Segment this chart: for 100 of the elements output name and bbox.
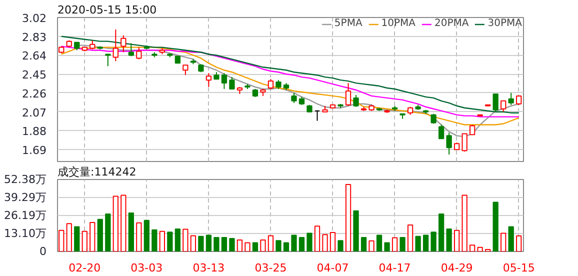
bar [120,194,126,252]
bar [283,242,290,252]
y-tick-label: 2.64 [22,50,47,63]
y-tick-label: 52.38万 [4,173,47,186]
bar [338,240,344,252]
x-tick-label: 03-25 [254,262,287,274]
bar [322,234,328,252]
x-tick-label: 05-15 [502,262,535,274]
candlestick [446,132,452,156]
y-tick-label: 39.29万 [4,190,47,204]
x-tick-label: 02-20 [68,262,101,274]
bar [174,228,181,252]
bar [214,236,220,252]
bar [260,239,266,252]
bar [446,228,452,252]
bar [97,218,103,252]
bar [360,236,367,252]
bar [229,238,235,252]
bar [298,236,305,252]
y-tick-label: 26.19万 [4,209,47,222]
bar [244,242,250,252]
y-tick-label: 2.07 [22,106,47,120]
candlestick [438,124,444,140]
bar [516,235,522,252]
bar [236,239,243,252]
bar [182,228,188,252]
bar [198,236,204,252]
y-tick-label: 2.45 [22,68,47,82]
bar [454,230,460,252]
bar [58,230,64,252]
candlestick [120,34,126,53]
bar [190,235,196,252]
line-series [60,36,520,114]
y-tick-label: 13.10万 [4,226,47,240]
y-tick-label: 1.88 [22,125,47,138]
bar [368,240,374,252]
bar [400,236,406,252]
legend-label: 10PMA [381,18,416,29]
bar [206,234,212,252]
x-tick-label: 03-13 [192,262,225,274]
bar [268,235,274,252]
bar [159,230,165,252]
candlestick [430,113,436,124]
candlestick [462,133,468,152]
legend-label: 30PMA [488,18,522,29]
bar [252,242,258,252]
bar [508,226,514,252]
bar [462,194,468,252]
candlestick [508,92,514,106]
bar [306,232,312,252]
bar [128,212,134,252]
candlestick [206,72,212,88]
bar [152,229,158,252]
y-tick-label: 1.69 [22,144,47,158]
legend-label: 5PMA [334,18,362,29]
bar [330,232,336,252]
bar [485,248,491,252]
x-tick-label: 04-29 [440,262,473,274]
bar [500,232,506,252]
x-tick-label: 04-17 [378,262,411,274]
y-tick-label: 3.02 [22,12,47,25]
chart-title: 成交量:114242 [58,166,136,178]
x-tick-label: 04-07 [316,262,349,274]
bar [82,230,88,252]
candlestick [353,94,359,108]
y-tick-label: 0 [40,245,46,258]
x-tick-label: 03-03 [130,262,163,274]
bar [392,237,398,252]
bar [90,222,96,252]
bar [492,202,498,252]
bar [477,246,483,252]
bar [353,210,359,252]
bar [276,240,282,252]
y-tick-label: 2.26 [22,87,47,100]
bar [136,222,142,252]
bar [221,236,228,252]
bar [384,242,390,252]
bar [430,232,436,252]
candlestick [229,76,235,90]
bar [314,226,320,252]
candlestick [105,54,111,67]
candlestick [128,42,134,57]
candlestick [268,78,274,90]
bar [422,234,429,252]
candlestick [345,82,352,106]
bar [74,226,80,252]
candlestick [492,93,498,112]
bar [470,244,476,252]
candlestick [221,72,228,90]
bar [167,232,173,252]
bar [291,234,297,252]
candlestick [314,110,320,122]
bar [376,234,382,252]
candlestick [136,46,142,60]
legend-label: 20PMA [434,18,469,29]
bar [66,223,72,252]
bar [144,220,150,252]
bar [438,213,444,252]
bar [345,184,352,252]
bar [415,236,421,252]
